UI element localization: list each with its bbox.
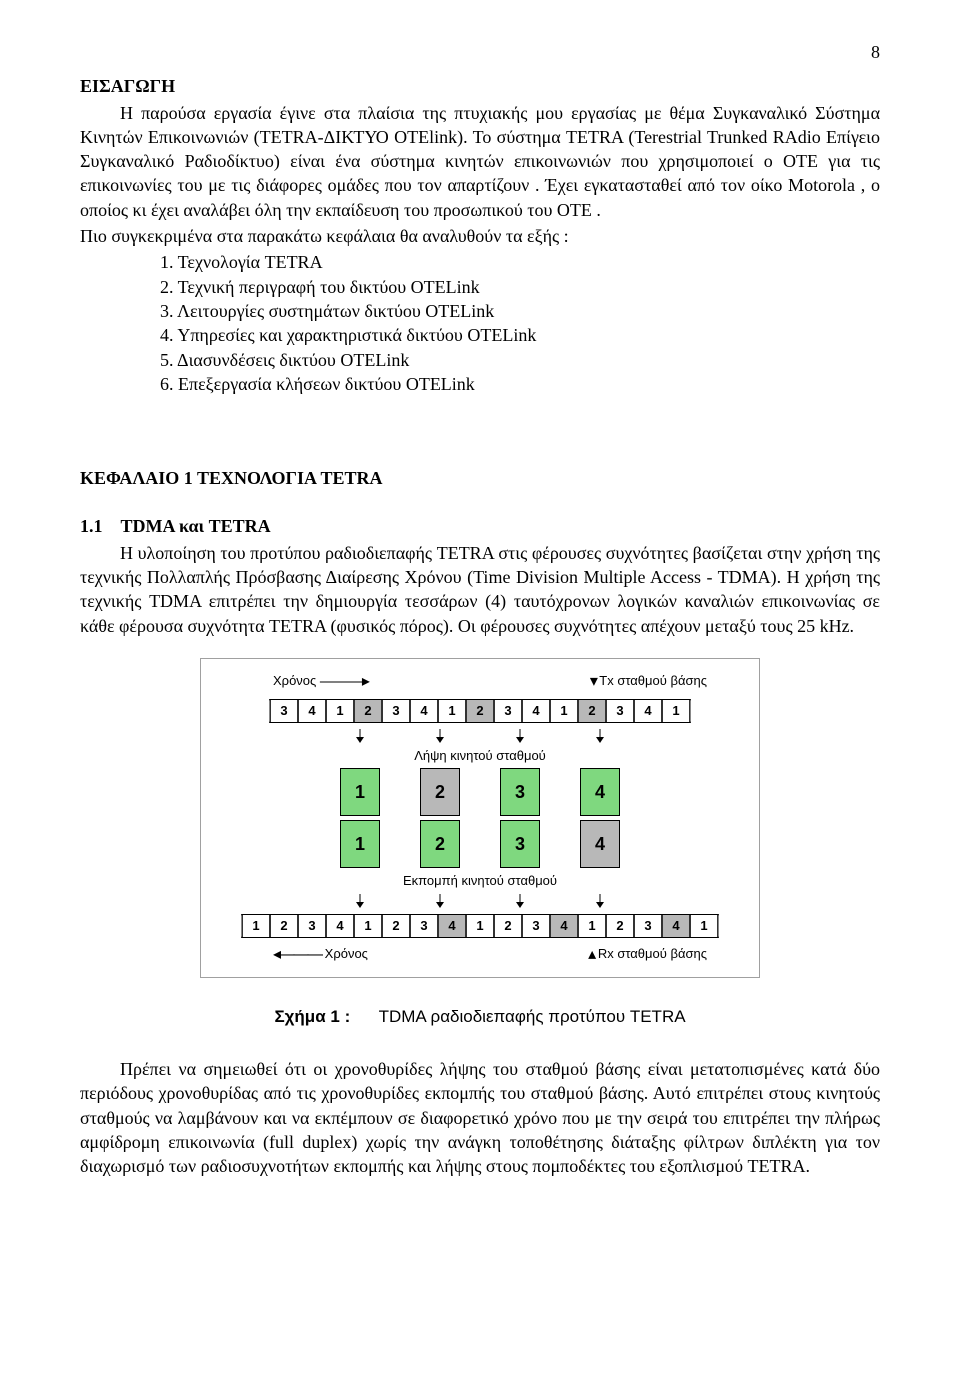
timeslot: 2 bbox=[354, 700, 382, 722]
list-item: 4. Υπηρεσίες και χαρακτηριστικά δικτύου … bbox=[160, 323, 880, 347]
figure-bottom-labels: ◂——— Χρόνος ▴ Rx σταθμού βάσης bbox=[213, 944, 747, 966]
timeslot: 2 bbox=[606, 915, 634, 937]
arrow-down-icon: ▾ bbox=[590, 671, 596, 693]
big-timeslot: 2 bbox=[420, 820, 460, 868]
intro-title: ΕΙΣΑΓΩΓΗ bbox=[80, 74, 880, 98]
connector-arrow-icon bbox=[340, 894, 380, 908]
figure-caption: Σχήμα 1 : TDMA ραδιοδιεπαφής προτύπου TE… bbox=[80, 1006, 880, 1029]
figure-connectors-down-2 bbox=[213, 894, 747, 908]
timeslot: 1 bbox=[466, 915, 494, 937]
timeslot: 1 bbox=[354, 915, 382, 937]
tx-mobile-label: Εκπομπή κινητού σταθμού bbox=[213, 872, 747, 890]
timeslot: 4 bbox=[410, 700, 438, 722]
timeslot: 4 bbox=[326, 915, 354, 937]
rx-base-label: Rx σταθμού βάσης bbox=[598, 946, 707, 961]
list-item: 2. Τεχνική περιγραφή του δικτύου OTELink bbox=[160, 275, 880, 299]
timeslot: 2 bbox=[466, 700, 494, 722]
timeslot: 2 bbox=[270, 915, 298, 937]
figure-top-labels: Χρόνος ———▸ ▾ Τx σταθμού βάσης bbox=[213, 671, 747, 693]
list-item: 1. Τεχνολογία TETRA bbox=[160, 250, 880, 274]
timeslot: 4 bbox=[298, 700, 326, 722]
subsection-title: 1.1 TDMA και TETRA bbox=[80, 514, 880, 538]
arrow-right-icon: ———▸ bbox=[320, 671, 368, 693]
intro-paragraph-2: Πιο συγκεκριμένα στα παρακάτω κεφάλαια θ… bbox=[80, 224, 880, 248]
time-label-top: Χρόνος bbox=[273, 673, 316, 688]
timeslot: 1 bbox=[242, 915, 270, 937]
timeslot: 4 bbox=[662, 915, 690, 937]
timeslot: 3 bbox=[494, 700, 522, 722]
timeslot: 4 bbox=[522, 700, 550, 722]
timeslot: 3 bbox=[298, 915, 326, 937]
timeslot: 2 bbox=[494, 915, 522, 937]
connector-arrow-icon bbox=[420, 729, 460, 743]
big-timeslot: 1 bbox=[340, 768, 380, 816]
arrow-left-icon: ◂——— bbox=[273, 944, 321, 966]
big-timeslot: 3 bbox=[500, 820, 540, 868]
big-timeslot: 4 bbox=[580, 768, 620, 816]
timeslot: 1 bbox=[662, 700, 690, 722]
chapter-title: ΚΕΦΑΛΑΙΟ 1 ΤΕΧΝΟΛΟΓΙΑ TETRA bbox=[80, 466, 880, 490]
connector-arrow-icon bbox=[580, 729, 620, 743]
chapter-paragraph-1: Η υλοποίηση του προτύπου ραδιοδιεπαφής T… bbox=[80, 541, 880, 638]
rx-mobile-label: Λήψη κινητού σταθμού bbox=[213, 747, 747, 765]
time-label-bottom: Χρόνος bbox=[325, 946, 368, 961]
figure-caption-text: TDMA ραδιοδιεπαφής προτύπου TETRA bbox=[379, 1007, 686, 1026]
connector-arrow-icon bbox=[580, 894, 620, 908]
figure-track-2: 12341234123412341 bbox=[213, 914, 747, 938]
figure-big-tx-slots: 1234 bbox=[213, 820, 747, 868]
connector-arrow-icon bbox=[420, 894, 460, 908]
list-item: 5. Διασυνδέσεις δικτύου OTELink bbox=[160, 348, 880, 372]
subsection-label: TDMA και TETRA bbox=[121, 516, 271, 536]
timeslot: 2 bbox=[578, 700, 606, 722]
figure-caption-number: Σχήμα 1 : bbox=[274, 1007, 350, 1026]
timeslot: 4 bbox=[438, 915, 466, 937]
subsection-number: 1.1 bbox=[80, 516, 103, 536]
intro-paragraph-1: Η παρούσα εργασία έγινε στα πλαίσια της … bbox=[80, 101, 880, 222]
timeslot: 1 bbox=[690, 915, 718, 937]
intro-list: 1. Τεχνολογία TETRA 2. Τεχνική περιγραφή… bbox=[80, 250, 880, 396]
timeslot: 3 bbox=[606, 700, 634, 722]
connector-arrow-icon bbox=[500, 729, 540, 743]
tx-base-label: Τx σταθμού βάσης bbox=[599, 673, 707, 688]
connector-arrow-icon bbox=[340, 729, 380, 743]
timeslot: 4 bbox=[634, 700, 662, 722]
timeslot: 1 bbox=[550, 700, 578, 722]
figure-big-rx-slots: 1234 bbox=[213, 768, 747, 816]
connector-arrow-icon bbox=[500, 894, 540, 908]
timeslot: 1 bbox=[578, 915, 606, 937]
timeslot: 3 bbox=[410, 915, 438, 937]
arrow-up-icon: ▴ bbox=[588, 944, 594, 966]
timeslot: 3 bbox=[382, 700, 410, 722]
timeslot: 3 bbox=[634, 915, 662, 937]
figure-connectors-down bbox=[213, 729, 747, 743]
big-timeslot: 2 bbox=[420, 768, 460, 816]
timeslot: 1 bbox=[326, 700, 354, 722]
list-item: 6. Επεξεργασία κλήσεων δικτύου OTELink bbox=[160, 372, 880, 396]
page-number: 8 bbox=[80, 40, 880, 64]
timeslot: 1 bbox=[438, 700, 466, 722]
closing-paragraph: Πρέπει να σημειωθεί ότι οι χρονοθυρίδες … bbox=[80, 1057, 880, 1178]
figure-track-1: 341234123412341 bbox=[213, 699, 747, 723]
tdma-figure: Χρόνος ———▸ ▾ Τx σταθμού βάσης 341234123… bbox=[200, 658, 760, 978]
big-timeslot: 1 bbox=[340, 820, 380, 868]
big-timeslot: 4 bbox=[580, 820, 620, 868]
timeslot: 3 bbox=[522, 915, 550, 937]
timeslot: 4 bbox=[550, 915, 578, 937]
list-item: 3. Λειτουργίες συστημάτων δικτύου OTELin… bbox=[160, 299, 880, 323]
timeslot: 3 bbox=[270, 700, 298, 722]
big-timeslot: 3 bbox=[500, 768, 540, 816]
timeslot: 2 bbox=[382, 915, 410, 937]
